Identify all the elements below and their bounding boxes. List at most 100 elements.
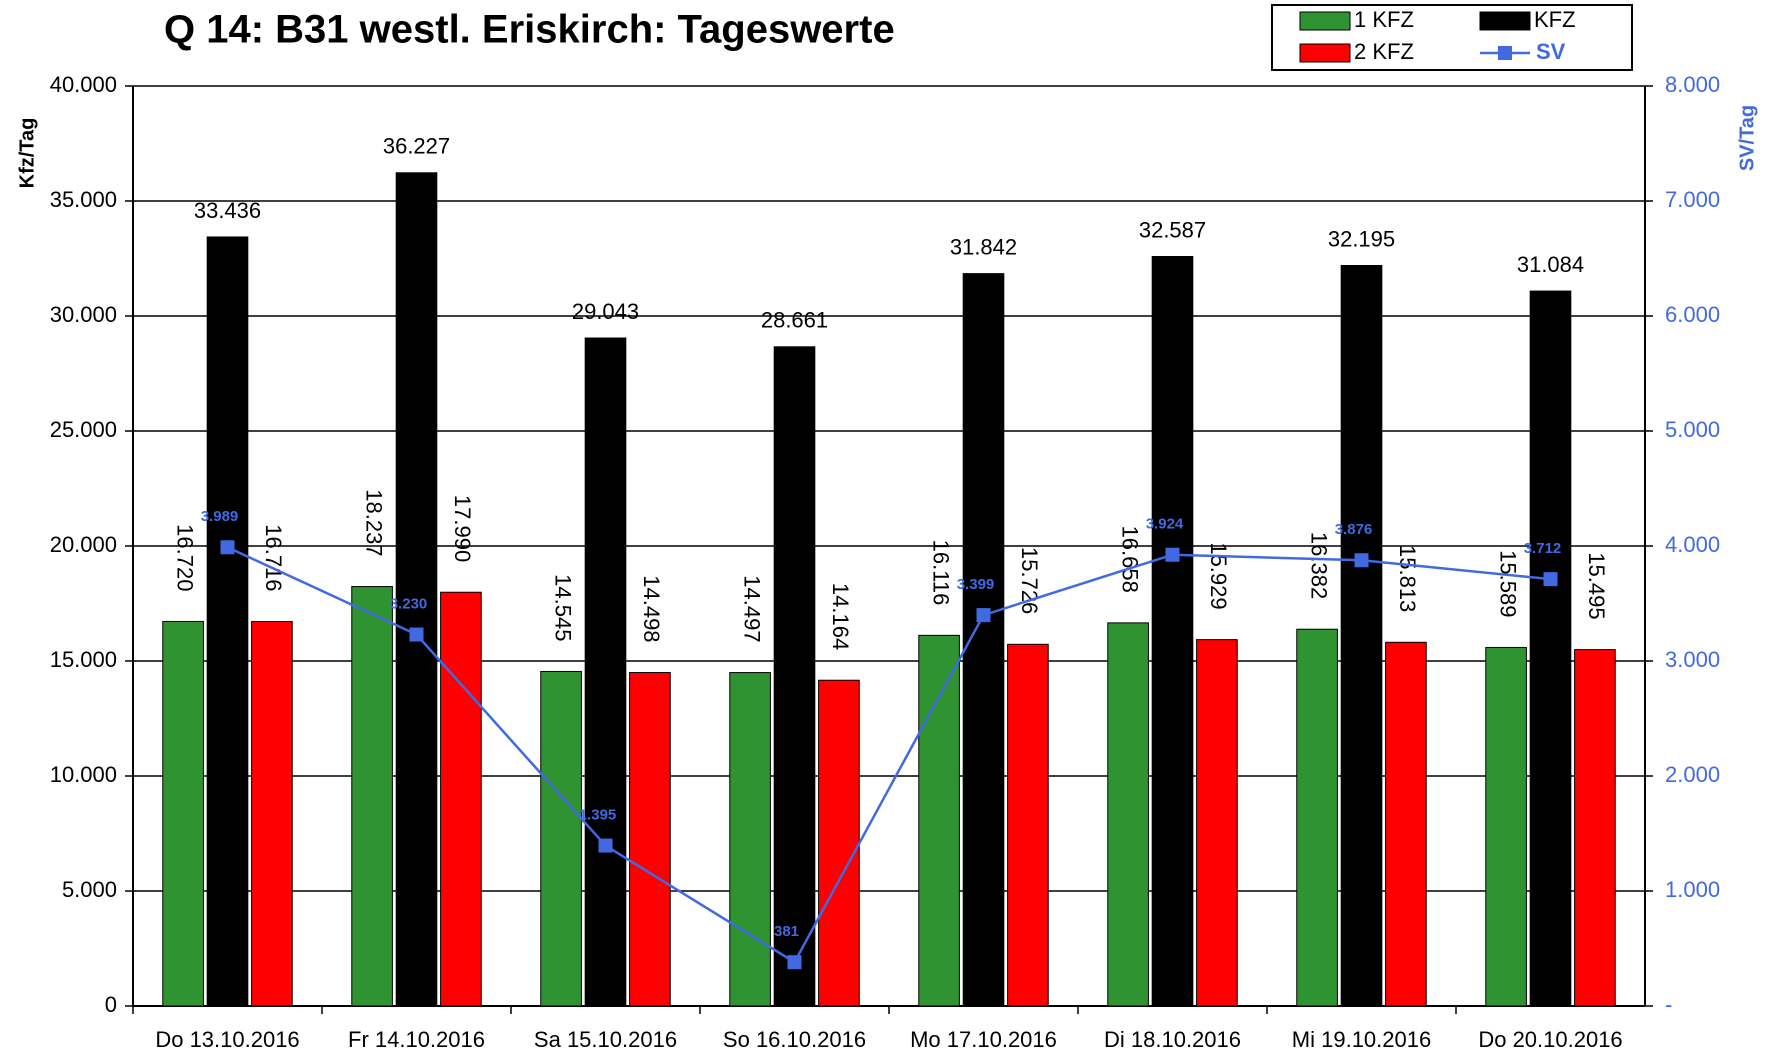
y-tick-label: 5.000 bbox=[62, 877, 117, 902]
legend-label: SV bbox=[1536, 39, 1566, 64]
bar bbox=[1296, 628, 1338, 1007]
x-tick-label: So 16.10.2016 bbox=[723, 1027, 866, 1052]
y2-tick-label: 2.000 bbox=[1665, 762, 1720, 787]
y2-axis-title: SV/Tag bbox=[1736, 105, 1758, 171]
x-tick-label: Do 13.10.2016 bbox=[155, 1027, 299, 1052]
data-label: 29.043 bbox=[572, 299, 639, 324]
bar bbox=[918, 634, 960, 1007]
data-label: 14.164 bbox=[828, 583, 853, 650]
data-label: 36.227 bbox=[383, 134, 450, 159]
y2-tick-label: 7.000 bbox=[1665, 187, 1720, 212]
chart-title: Q 14: B31 westl. Eriskirch: Tageswerte bbox=[164, 8, 895, 52]
bar bbox=[818, 679, 860, 1007]
data-label: 1.395 bbox=[579, 807, 617, 824]
data-label: 31.842 bbox=[950, 234, 1017, 259]
data-label: 15.495 bbox=[1584, 552, 1609, 619]
bar bbox=[629, 672, 671, 1007]
y-tick-label: 35.000 bbox=[50, 187, 117, 212]
marker bbox=[598, 838, 613, 853]
data-label: 16.716 bbox=[261, 524, 286, 591]
bar bbox=[729, 672, 771, 1007]
y-tick-label: 25.000 bbox=[50, 417, 117, 442]
y2-tick-label: 4.000 bbox=[1665, 532, 1720, 557]
marker bbox=[787, 955, 802, 970]
y2-tick-label: 3.000 bbox=[1665, 647, 1720, 672]
bar bbox=[1529, 290, 1572, 1007]
y2-tick-label: 8.000 bbox=[1665, 72, 1720, 97]
data-label: 14.497 bbox=[739, 575, 764, 642]
bar bbox=[773, 346, 816, 1007]
bar bbox=[540, 670, 582, 1007]
data-label: 3.876 bbox=[1335, 521, 1373, 538]
bar bbox=[1574, 649, 1616, 1007]
data-label: 381 bbox=[774, 923, 799, 940]
data-label: 32.195 bbox=[1328, 226, 1395, 251]
data-label: 28.661 bbox=[761, 308, 828, 333]
marker bbox=[220, 540, 235, 555]
x-tick-label: Do 20.10.2016 bbox=[1478, 1027, 1622, 1052]
legend-label: KFZ bbox=[1534, 7, 1576, 32]
data-label: 17.990 bbox=[450, 495, 475, 562]
data-label: 15.929 bbox=[1206, 542, 1231, 609]
data-label: 31.084 bbox=[1517, 252, 1584, 277]
y-axis-title: Kfz/Tag bbox=[16, 118, 38, 189]
y-tick-label: 10.000 bbox=[50, 762, 117, 787]
legend-label: 2 KFZ bbox=[1354, 39, 1414, 64]
data-label: 14.545 bbox=[550, 574, 575, 641]
data-label: 16.658 bbox=[1117, 526, 1142, 593]
data-label: 3.712 bbox=[1524, 540, 1562, 557]
y2-tick-label: 5.000 bbox=[1665, 417, 1720, 442]
x-tick-label: Fr 14.10.2016 bbox=[348, 1027, 485, 1052]
marker bbox=[1354, 553, 1369, 568]
marker bbox=[409, 627, 424, 642]
bar bbox=[251, 621, 293, 1007]
y-tick-label: 40.000 bbox=[50, 72, 117, 97]
bar bbox=[206, 236, 249, 1007]
data-label: 15.589 bbox=[1495, 550, 1520, 617]
bar bbox=[440, 591, 482, 1007]
data-label: 3.924 bbox=[1146, 516, 1184, 533]
data-label: 3.230 bbox=[390, 596, 428, 613]
y-tick-label: 20.000 bbox=[50, 532, 117, 557]
bar bbox=[162, 620, 204, 1007]
data-label: 18.237 bbox=[361, 489, 386, 556]
legend-label: 1 KFZ bbox=[1354, 7, 1414, 32]
legend-marker bbox=[1498, 46, 1512, 60]
y2-tick-label: - bbox=[1665, 992, 1672, 1017]
data-label: 3.989 bbox=[201, 508, 239, 525]
bar bbox=[395, 172, 438, 1007]
bar bbox=[1107, 622, 1149, 1007]
data-label: 3.399 bbox=[957, 576, 995, 593]
x-tick-label: Di 18.10.2016 bbox=[1104, 1027, 1241, 1052]
bar bbox=[1196, 639, 1238, 1007]
bar bbox=[584, 337, 627, 1007]
data-label: 33.436 bbox=[194, 198, 261, 223]
data-label: 16.116 bbox=[928, 540, 953, 606]
data-label: 14.498 bbox=[639, 575, 664, 642]
bar bbox=[351, 586, 393, 1007]
data-label: 15.813 bbox=[1395, 545, 1420, 612]
y2-tick-label: 1.000 bbox=[1665, 877, 1720, 902]
data-label: 16.720 bbox=[172, 524, 197, 591]
bar bbox=[1340, 265, 1383, 1007]
legend-swatch bbox=[1479, 11, 1531, 31]
y-tick-label: 15.000 bbox=[50, 647, 117, 672]
line bbox=[226, 546, 1551, 964]
legend-swatch bbox=[1299, 11, 1351, 31]
x-tick-label: Mo 17.10.2016 bbox=[910, 1027, 1057, 1052]
marker bbox=[1543, 572, 1558, 587]
y2-tick-label: 6.000 bbox=[1665, 302, 1720, 327]
y-tick-label: 30.000 bbox=[50, 302, 117, 327]
marker bbox=[1165, 547, 1180, 562]
bar bbox=[1151, 255, 1194, 1007]
data-label: 32.587 bbox=[1139, 217, 1206, 242]
marker bbox=[976, 608, 991, 623]
x-tick-label: Sa 15.10.2016 bbox=[534, 1027, 677, 1052]
bar bbox=[1385, 641, 1427, 1007]
data-label: 16.382 bbox=[1306, 532, 1331, 599]
x-tick-label: Mi 19.10.2016 bbox=[1292, 1027, 1431, 1052]
bar bbox=[1485, 646, 1527, 1007]
bar bbox=[1007, 643, 1049, 1007]
legend-swatch bbox=[1299, 43, 1351, 63]
